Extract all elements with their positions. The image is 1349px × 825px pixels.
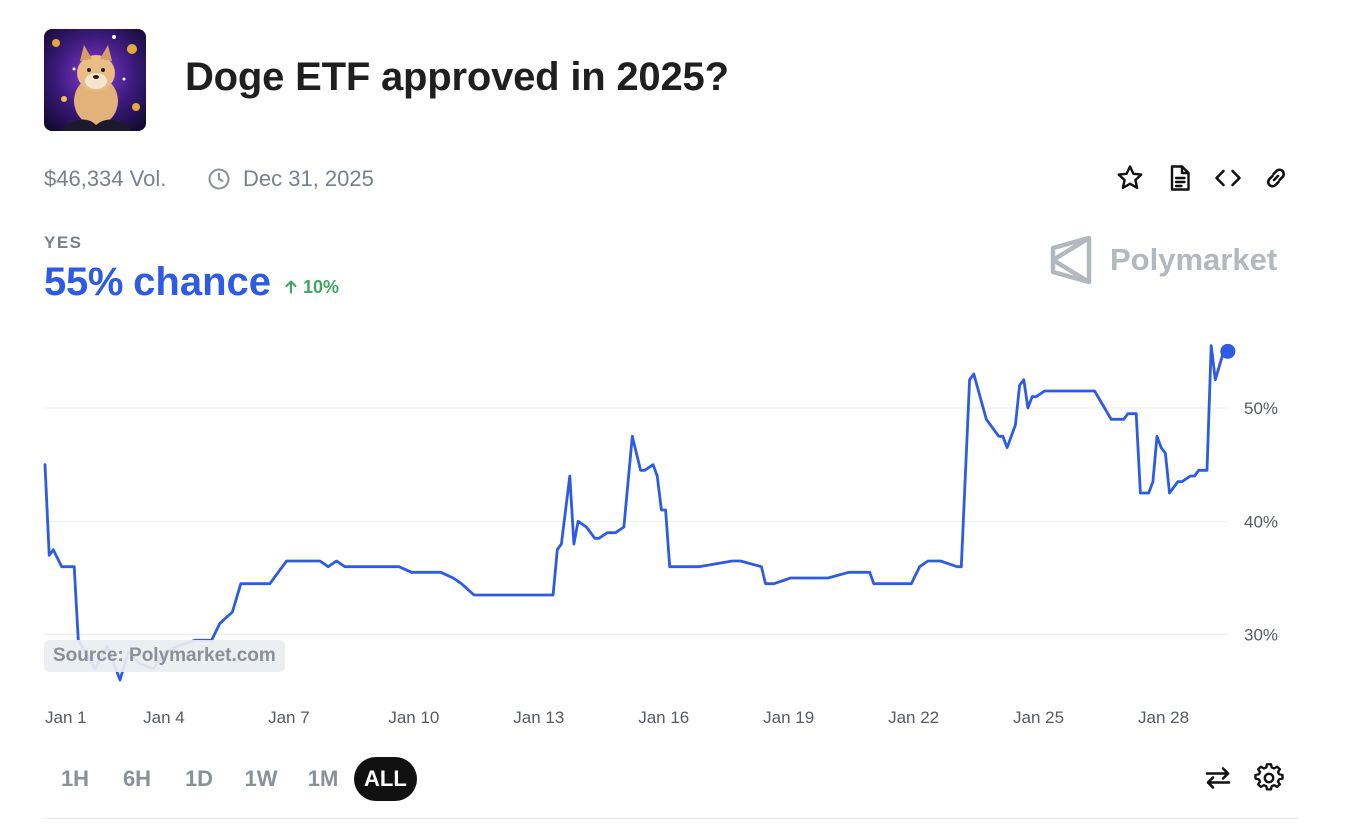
- star-icon[interactable]: [1115, 163, 1145, 193]
- document-icon[interactable]: [1165, 163, 1195, 193]
- price-chart: 30% 40% 50% Jan 1 Jan 4 Jan 7 Jan 10 Jan 13 Jan …: [43, 343, 1278, 727]
- y-tick-label: 40%: [1244, 512, 1278, 531]
- chance-delta: 10%: [283, 277, 339, 298]
- range-tab-1d[interactable]: 1D: [184, 766, 214, 791]
- chance-row: 55% chance 10%: [44, 260, 339, 305]
- polymarket-logo-icon: [1050, 235, 1092, 285]
- y-tick-label: 50%: [1244, 399, 1278, 418]
- x-tick-label: Jan 1: [45, 708, 87, 727]
- market-avatar: [44, 29, 146, 131]
- swap-arrows-icon[interactable]: [1203, 763, 1233, 793]
- x-tick-label: Jan 10: [388, 708, 439, 727]
- latest-point-marker: [1220, 343, 1236, 359]
- chance-value: 55%: [44, 260, 124, 304]
- yes-price-line: [43, 344, 1230, 682]
- gear-icon[interactable]: [1254, 763, 1284, 793]
- x-tick-label: Jan 13: [513, 708, 564, 727]
- y-tick-label: 30%: [1244, 626, 1278, 645]
- polymarket-brand: Polymarket: [1048, 234, 1277, 286]
- doge-avatar-image: [44, 29, 146, 131]
- x-tick-label: Jan 19: [763, 708, 814, 727]
- x-tick-label: Jan 7: [268, 708, 310, 727]
- range-tab-1w[interactable]: 1W: [244, 766, 278, 791]
- chance-word: chance: [133, 260, 272, 304]
- range-tab-1m[interactable]: 1M: [307, 766, 339, 791]
- x-tick-label: Jan 22: [888, 708, 939, 727]
- x-tick-label: Jan 4: [143, 708, 185, 727]
- range-tab-all[interactable]: ALL: [354, 757, 417, 801]
- x-tick-label: Jan 25: [1013, 708, 1064, 727]
- chance-delta-value: 10%: [303, 276, 340, 297]
- bottom-divider: [44, 818, 1298, 819]
- x-tick-label: Jan 16: [638, 708, 689, 727]
- arrow-up-icon: [285, 280, 297, 294]
- end-date-text: Dec 31, 2025: [243, 166, 374, 191]
- outcome-label: YES: [44, 233, 83, 252]
- market-title: Doge ETF approved in 2025?: [185, 55, 729, 99]
- link-icon[interactable]: [1261, 163, 1291, 193]
- source-badge: Source: Polymarket.com: [44, 640, 285, 672]
- x-tick-label: Jan 28: [1138, 708, 1189, 727]
- brand-name: Polymarket: [1110, 242, 1278, 277]
- range-tabs: 1H 6H 1D 1W 1M ALL: [44, 757, 417, 801]
- range-tab-1h[interactable]: 1H: [60, 766, 90, 791]
- volume-text: $46,334 Vol.: [44, 166, 167, 191]
- code-icon[interactable]: [1213, 163, 1243, 193]
- clock-icon: [207, 167, 231, 191]
- range-tab-6h[interactable]: 6H: [122, 766, 152, 791]
